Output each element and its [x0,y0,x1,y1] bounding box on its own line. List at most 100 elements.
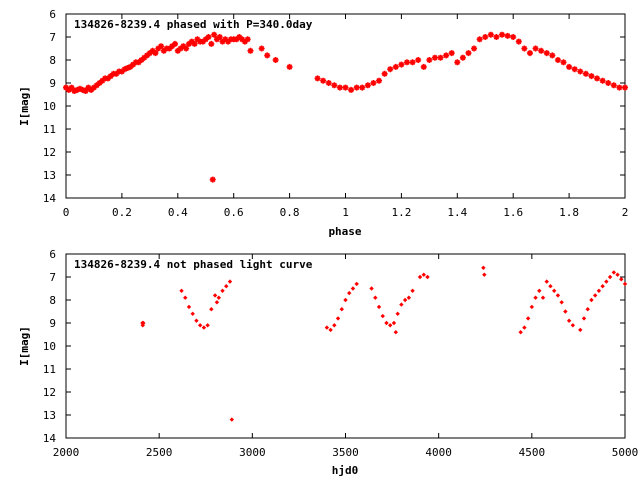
data-point [369,286,374,291]
data-point [183,45,190,52]
data-point [212,293,218,298]
plot-frame [65,13,626,199]
x-tick-label: 2500 [146,446,173,459]
data-point [331,82,338,89]
data-point [199,38,206,45]
data-point [391,320,397,326]
chart-title: 134826-8239.4 phased with P=340.0day [74,18,313,31]
x-tick-label: 1.6 [503,206,523,219]
data-point [518,330,523,335]
data-point [544,279,549,284]
y-tick-label: 11 [43,123,56,136]
data-point [205,323,210,328]
data-point [141,320,146,326]
data-point [610,82,617,89]
data-point [174,47,181,54]
data-point [551,288,557,293]
data-point [380,313,385,319]
data-point [353,84,360,91]
data-point [600,284,605,289]
data-point [589,297,594,303]
data-point [549,52,556,59]
y-tick-label: 11 [43,363,56,376]
data-point [596,288,602,293]
data-point [107,73,114,80]
data-point [563,309,568,314]
x-tick-label: 1.8 [559,206,579,219]
data-point [216,34,223,40]
data-point [376,77,383,84]
data-point [179,288,184,293]
data-point [194,36,201,43]
phased-light-curve-plot: 134826-8239.4 phased with P=340.0day pha… [18,8,628,238]
data-point [79,86,86,93]
data-point [376,304,382,310]
data-point [130,61,137,68]
data-point [529,304,535,310]
data-point [585,307,590,312]
data-point [607,274,613,280]
data-point [459,54,466,61]
data-point [381,70,388,77]
data-point [82,88,89,95]
data-point [425,274,430,280]
data-point [320,77,327,84]
data-point [431,54,438,61]
data-point [121,66,128,73]
data-point [410,288,415,293]
data-point [113,70,120,77]
data-point [417,274,423,280]
data-point [525,316,531,321]
data-point [213,36,220,43]
data-point [582,70,589,77]
data-point [354,281,359,287]
data-point [526,50,533,57]
x-tick-label: 3500 [332,446,359,459]
data-point [219,38,226,45]
data-point [286,63,293,70]
data-point [348,86,355,93]
data-point [220,288,225,293]
data-point [532,45,539,52]
data-point [364,82,371,89]
data-point [622,84,628,91]
data-point [611,270,617,275]
data-point [99,77,106,84]
data-point [229,417,235,422]
data-point [409,59,416,66]
data-point [615,272,620,277]
data-point [566,63,573,70]
data-point [538,47,545,54]
data-point [599,77,606,84]
data-point [471,45,478,52]
data-point [74,86,81,93]
data-point [96,80,103,86]
data-point [239,36,246,43]
data-point [476,36,483,43]
data-point [146,50,153,57]
data-point [350,286,356,291]
data-point [421,272,426,277]
data-point [594,75,601,82]
data-points [63,31,628,183]
data-point [141,54,148,61]
data-point [482,272,487,277]
y-tick-label: 6 [49,8,56,21]
data-point [399,302,404,307]
data-point [566,318,572,323]
x-tick-label: 0.2 [112,206,132,219]
data-point [135,59,142,66]
data-point [244,36,251,43]
data-point [118,68,125,75]
data-point [186,304,192,310]
data-point [515,38,522,45]
data-point [71,88,78,95]
data-point [76,85,83,92]
data-point [149,47,156,54]
y-tick-label: 10 [43,100,56,113]
data-point [559,300,564,305]
data-point [224,284,229,289]
x-tick-label: 0 [63,206,70,219]
y-tick-label: 10 [43,340,56,353]
y-tick-label: 13 [43,169,56,182]
